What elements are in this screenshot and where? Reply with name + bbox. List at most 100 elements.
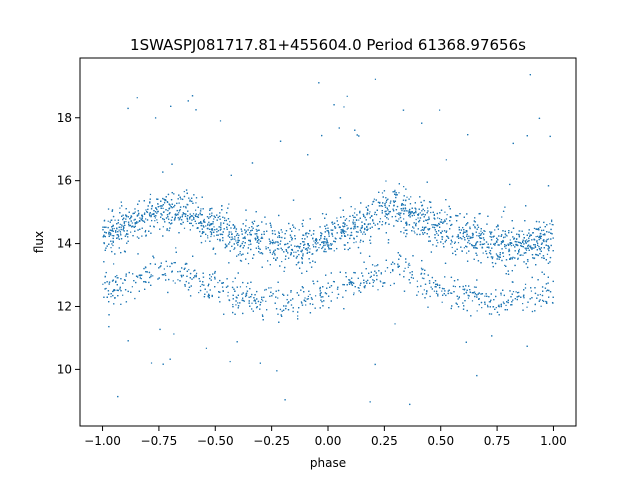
data-point [385,197,387,199]
data-point [539,299,541,301]
data-point [414,232,416,234]
data-point [437,242,439,244]
data-point [435,292,438,294]
data-point [346,228,348,230]
data-point [508,250,511,252]
data-point [353,216,355,218]
data-point [455,220,458,222]
data-point [515,291,517,293]
data-point [228,224,230,226]
data-point [444,220,446,222]
data-point [373,213,376,215]
data-point [171,216,173,218]
data-point [330,285,333,287]
data-point [407,266,409,268]
data-point [444,211,446,213]
data-point [413,227,415,229]
data-point [353,294,355,296]
data-point [228,203,230,205]
data-point [288,301,290,303]
data-point [437,217,439,219]
data-point [245,225,247,227]
data-point [118,229,120,231]
data-point [464,300,466,302]
data-point [490,313,493,315]
data-point [261,236,263,239]
data-point [321,241,323,244]
data-point [349,247,351,249]
data-point [381,221,384,223]
data-point [432,226,434,228]
data-point [324,241,326,243]
data-point [203,218,205,221]
data-point [495,253,498,255]
data-point [313,240,315,242]
data-point [403,213,405,215]
data-point [281,231,283,233]
data-point [250,296,252,298]
data-point [462,288,464,290]
data-point [173,333,175,335]
data-point [436,232,438,235]
data-point [218,226,220,228]
data-point [259,362,261,364]
data-point [191,219,193,221]
data-point [360,282,362,284]
data-point [449,292,452,294]
data-point [462,308,465,310]
data-point [251,221,254,223]
data-point [456,295,458,297]
data-point [466,309,468,312]
data-point [428,282,431,284]
data-point [170,219,173,221]
data-point [277,231,280,233]
data-point [243,245,245,247]
data-point [382,196,384,198]
data-point [207,285,209,287]
data-point [270,287,272,289]
data-point [512,227,515,229]
data-point [187,204,189,206]
data-point [287,246,289,249]
data-point [489,235,491,238]
data-point [369,211,371,213]
data-point [552,237,554,239]
data-point [111,280,114,282]
data-point [237,239,239,241]
data-point [485,250,487,252]
data-point [529,298,531,300]
data-point [128,271,130,274]
data-point [150,362,153,364]
data-point [497,305,500,307]
data-point [362,233,364,235]
data-point [102,283,104,285]
data-point [309,293,311,296]
data-point [242,237,244,239]
data-point [119,207,121,209]
data-point [110,240,112,242]
data-point [420,272,423,275]
data-point [177,217,179,219]
data-point [224,243,227,245]
data-point [512,256,514,259]
data-point [163,202,166,204]
data-point [307,154,309,156]
data-point [353,241,355,244]
data-point [121,224,123,226]
data-point [485,293,487,295]
data-point [196,216,198,218]
data-point [122,294,124,296]
data-point [536,244,539,246]
data-point [346,95,348,97]
data-point [398,218,400,220]
data-point [358,290,360,292]
data-point [118,247,120,249]
data-point [188,269,190,271]
data-point [529,235,531,237]
data-point [272,252,274,254]
data-point [113,227,115,230]
data-point [546,224,548,226]
data-point [530,290,533,292]
data-point [207,235,209,237]
data-point [324,244,326,246]
